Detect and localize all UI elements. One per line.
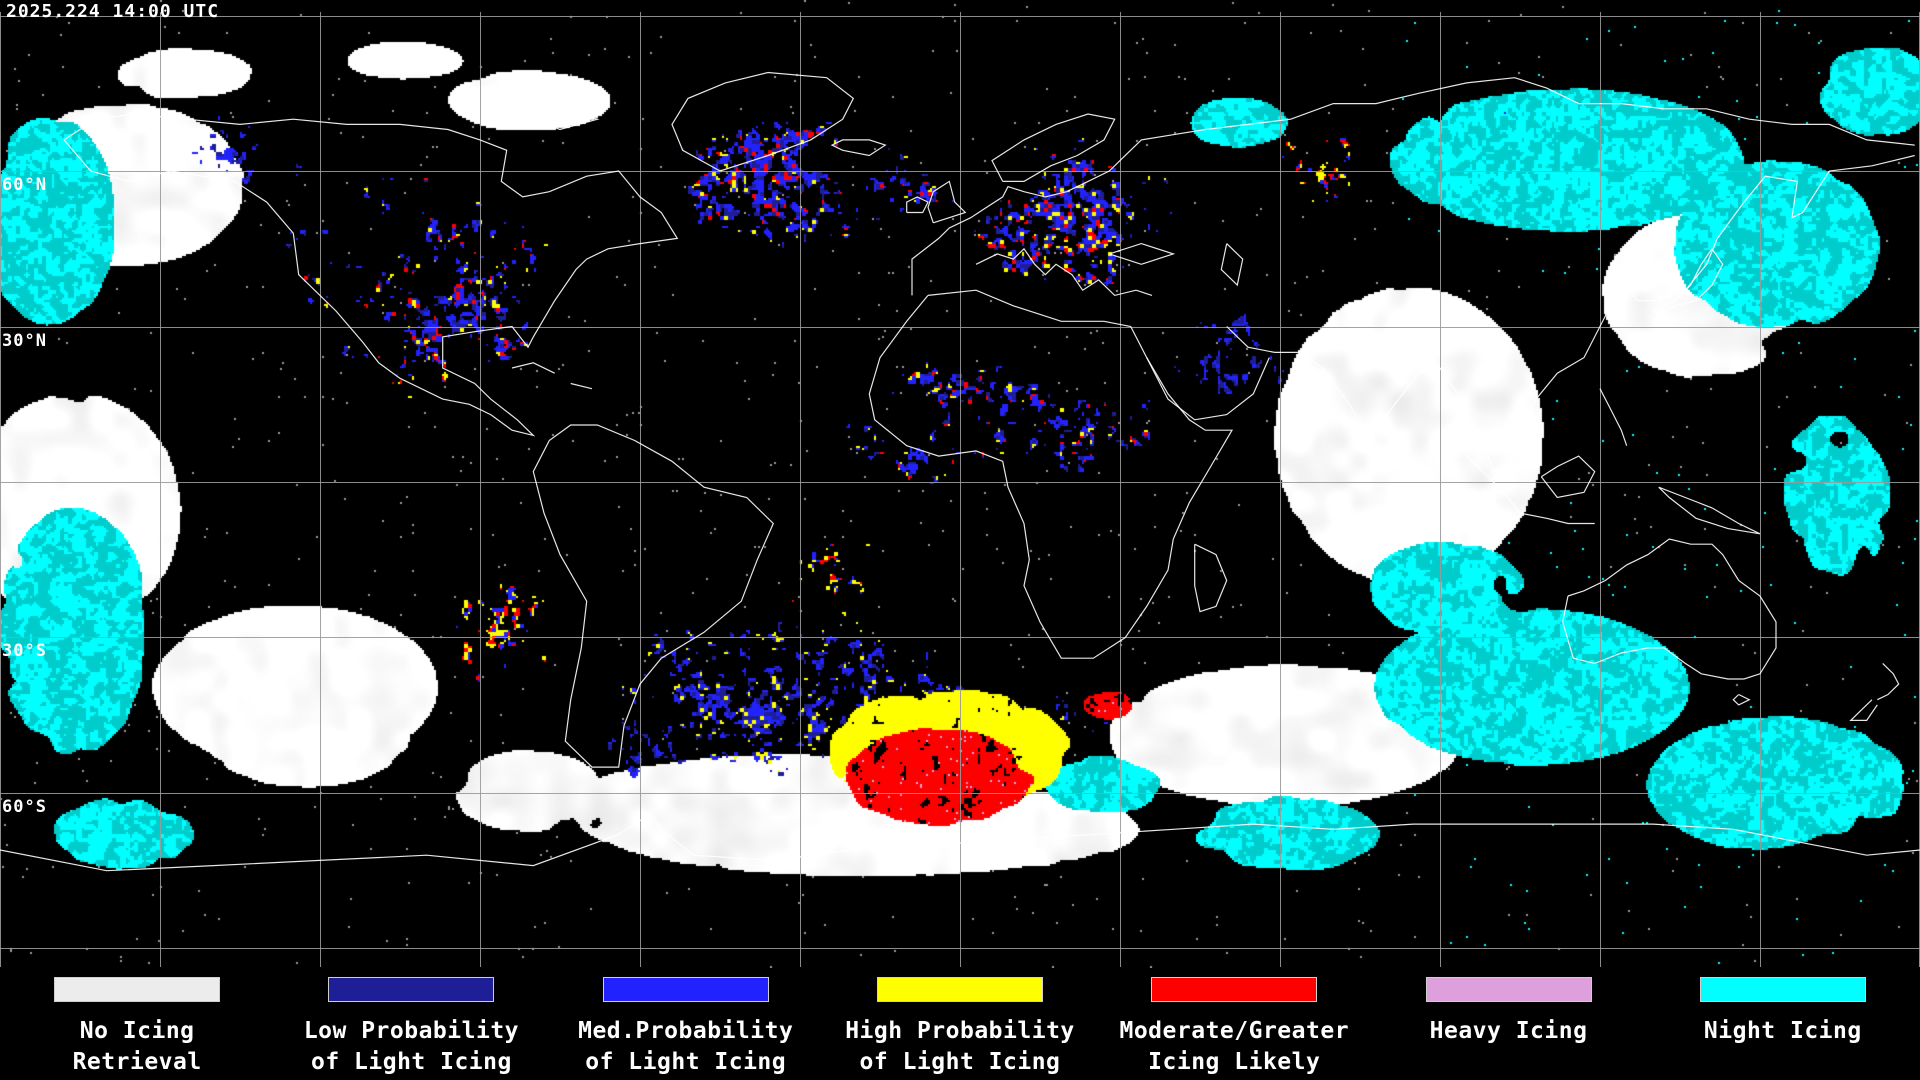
coastline (868, 289, 1234, 659)
coastline (906, 196, 929, 214)
legend-label: Heavy Icing (1430, 1016, 1588, 1047)
legend-item: High Probability of Light Icing (823, 968, 1097, 1080)
coastline (511, 362, 555, 374)
coastline (1658, 486, 1761, 535)
coastline (570, 382, 593, 390)
coastline (1540, 455, 1596, 499)
coastline (532, 424, 775, 768)
coastline (1599, 388, 1628, 446)
legend-label-line1: High Probability (845, 1018, 1075, 1044)
legend-label-line2: of Light Icing (859, 1049, 1061, 1075)
coastline (1220, 243, 1244, 287)
legend-swatch-med-probability-light-icing (602, 977, 769, 1002)
coastline (1119, 77, 1915, 162)
legend-label-line2: of Light Icing (585, 1049, 787, 1075)
grid-coastline-overlay (0, 12, 1920, 967)
coastline (533, 108, 600, 131)
coastline (671, 71, 855, 172)
legend-label: Night Icing (1704, 1016, 1862, 1047)
coastline (1652, 248, 1724, 317)
legend-swatch-moderate-greater-icing-likely (1151, 977, 1318, 1002)
legend: No Icing Retrieval Low Probability of Li… (0, 968, 1920, 1080)
coastline (991, 113, 1116, 182)
coastline (1226, 154, 1915, 473)
legend-label-line1: Moderate/Greater (1119, 1018, 1350, 1044)
coastline (0, 812, 1920, 872)
coastline (1732, 693, 1751, 706)
legend-label-line2: of Light Icing (310, 1049, 512, 1075)
legend-item: Low Probability of Light Icing (274, 968, 548, 1080)
coastline (1877, 662, 1900, 701)
latitude-label: 30°S (2, 641, 47, 662)
legend-swatch-no-icing-retrieval (54, 977, 221, 1002)
legend-swatch-heavy-icing (1425, 977, 1592, 1002)
coastline (1194, 543, 1228, 613)
legend-swatch-night-icing (1699, 977, 1866, 1002)
legend-label: Moderate/Greater Icing Likely (1119, 1016, 1349, 1078)
latitude-label: 60°S (2, 796, 47, 817)
legend-label: Med.Probability of Light Icing (578, 1016, 793, 1078)
coastline (1849, 699, 1878, 721)
legend-item: Med.Probability of Light Icing (549, 968, 823, 1080)
legend-label-line2: Icing Likely (1148, 1049, 1321, 1075)
legend-label-line1: No Icing (79, 1018, 195, 1044)
coastline (911, 160, 1121, 296)
legend-swatch-high-probability-light-icing (876, 977, 1043, 1002)
legend-label: High Probability of Light Icing (845, 1016, 1075, 1078)
coastline (1146, 357, 1270, 421)
coastline (1562, 538, 1777, 680)
coastline (975, 247, 1153, 297)
coastline (1466, 455, 1595, 525)
legend-item: No Icing Retrieval (0, 968, 274, 1080)
legend-swatch-low-probability-light-icing (328, 977, 495, 1002)
timestamp: 2025.224 14:00 UTC (6, 1, 220, 22)
legend-label-line1: Low Probability (303, 1018, 520, 1044)
legend-item: Night Icing (1646, 968, 1920, 1080)
legend-label-line1: Heavy Icing (1429, 1018, 1588, 1044)
coastline (830, 139, 887, 157)
legend-label-line1: Med.Probability (578, 1018, 794, 1044)
world-map: 2025.224 14:00 UTC 60°N 30°N 30°S 60°S (0, 0, 1920, 968)
legend-label-line2: Retrieval (72, 1049, 202, 1075)
coastline (63, 113, 679, 437)
legend-item: Moderate/Greater Icing Likely (1097, 968, 1371, 1080)
latitude-label: 30°N (2, 330, 47, 351)
coastline (1109, 242, 1176, 265)
legend-item: Heavy Icing (1371, 968, 1645, 1080)
legend-label: Low Probability of Light Icing (304, 1016, 519, 1078)
latitude-label: 60°N (2, 175, 47, 195)
coastline (927, 180, 967, 224)
legend-label: No Icing Retrieval (73, 1016, 202, 1078)
legend-label-line1: Night Icing (1703, 1018, 1862, 1044)
